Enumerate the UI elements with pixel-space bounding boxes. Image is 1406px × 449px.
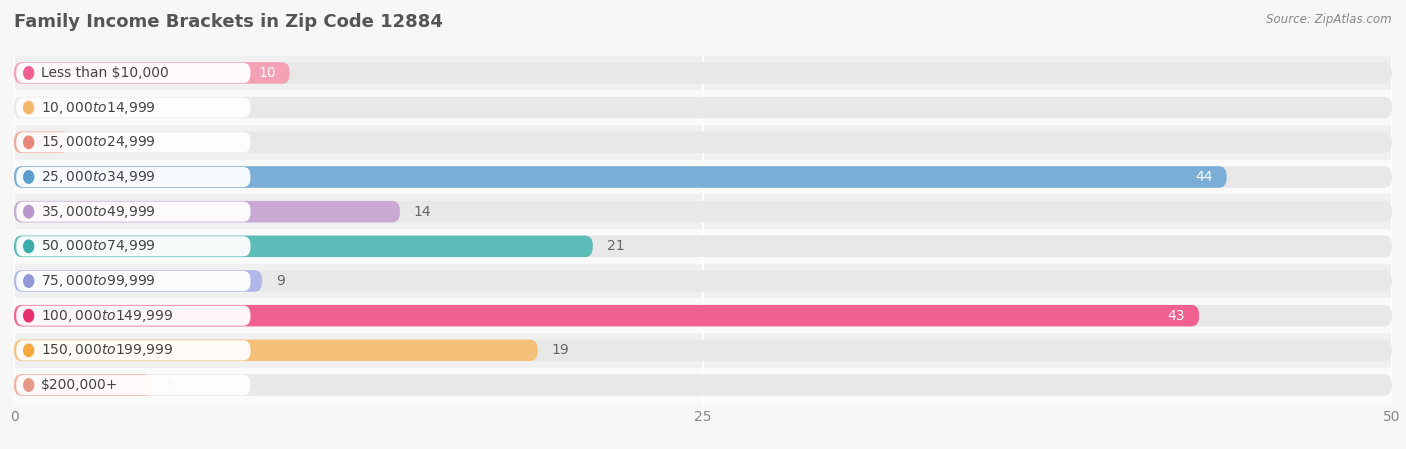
FancyBboxPatch shape	[14, 166, 1226, 188]
Text: 14: 14	[413, 205, 432, 219]
FancyBboxPatch shape	[17, 202, 250, 222]
Bar	[14, 160, 1392, 194]
Text: 10: 10	[259, 66, 276, 80]
Circle shape	[24, 136, 34, 149]
FancyBboxPatch shape	[17, 167, 250, 187]
FancyBboxPatch shape	[14, 270, 1392, 292]
Text: $75,000 to $99,999: $75,000 to $99,999	[41, 273, 156, 289]
Text: $15,000 to $24,999: $15,000 to $24,999	[41, 134, 156, 150]
Text: 43: 43	[1168, 308, 1185, 323]
FancyBboxPatch shape	[17, 271, 250, 291]
FancyBboxPatch shape	[17, 236, 250, 256]
Bar	[14, 298, 1392, 333]
FancyBboxPatch shape	[14, 305, 1199, 326]
Text: 9: 9	[276, 274, 285, 288]
Text: 44: 44	[1195, 170, 1213, 184]
FancyBboxPatch shape	[14, 97, 1392, 119]
Circle shape	[24, 171, 34, 183]
Bar	[14, 90, 1392, 125]
FancyBboxPatch shape	[14, 339, 537, 361]
FancyBboxPatch shape	[17, 97, 250, 118]
Bar	[14, 56, 1392, 90]
FancyBboxPatch shape	[17, 375, 250, 395]
Text: $25,000 to $34,999: $25,000 to $34,999	[41, 169, 156, 185]
FancyBboxPatch shape	[17, 306, 250, 326]
Text: 5: 5	[166, 378, 174, 392]
Text: Source: ZipAtlas.com: Source: ZipAtlas.com	[1267, 13, 1392, 26]
Circle shape	[24, 101, 34, 114]
Text: 0: 0	[28, 101, 37, 114]
FancyBboxPatch shape	[14, 374, 1392, 396]
Circle shape	[24, 67, 34, 79]
FancyBboxPatch shape	[14, 132, 69, 153]
Text: $100,000 to $149,999: $100,000 to $149,999	[41, 308, 173, 324]
FancyBboxPatch shape	[17, 132, 250, 152]
FancyBboxPatch shape	[14, 374, 152, 396]
FancyBboxPatch shape	[14, 201, 1392, 222]
Circle shape	[24, 379, 34, 391]
Circle shape	[24, 275, 34, 287]
FancyBboxPatch shape	[14, 270, 262, 292]
Circle shape	[24, 309, 34, 322]
FancyBboxPatch shape	[14, 62, 290, 84]
Text: 21: 21	[606, 239, 624, 253]
FancyBboxPatch shape	[17, 340, 250, 361]
FancyBboxPatch shape	[14, 62, 1392, 84]
Bar	[14, 229, 1392, 264]
Bar	[14, 125, 1392, 160]
FancyBboxPatch shape	[14, 132, 1392, 153]
Circle shape	[24, 240, 34, 253]
Circle shape	[24, 205, 34, 218]
FancyBboxPatch shape	[14, 236, 593, 257]
Text: $10,000 to $14,999: $10,000 to $14,999	[41, 100, 156, 116]
FancyBboxPatch shape	[14, 201, 399, 222]
Text: Family Income Brackets in Zip Code 12884: Family Income Brackets in Zip Code 12884	[14, 13, 443, 31]
Bar	[14, 368, 1392, 402]
Bar	[14, 194, 1392, 229]
FancyBboxPatch shape	[14, 339, 1392, 361]
Text: 2: 2	[83, 135, 91, 150]
FancyBboxPatch shape	[14, 236, 1392, 257]
Bar	[14, 333, 1392, 368]
Text: $35,000 to $49,999: $35,000 to $49,999	[41, 204, 156, 220]
Text: 19: 19	[551, 343, 569, 357]
FancyBboxPatch shape	[17, 63, 250, 83]
FancyBboxPatch shape	[14, 305, 1392, 326]
Circle shape	[24, 344, 34, 357]
Bar	[14, 264, 1392, 298]
Text: $150,000 to $199,999: $150,000 to $199,999	[41, 342, 173, 358]
Text: $50,000 to $74,999: $50,000 to $74,999	[41, 238, 156, 254]
Text: $200,000+: $200,000+	[41, 378, 118, 392]
Text: Less than $10,000: Less than $10,000	[41, 66, 169, 80]
FancyBboxPatch shape	[14, 166, 1392, 188]
